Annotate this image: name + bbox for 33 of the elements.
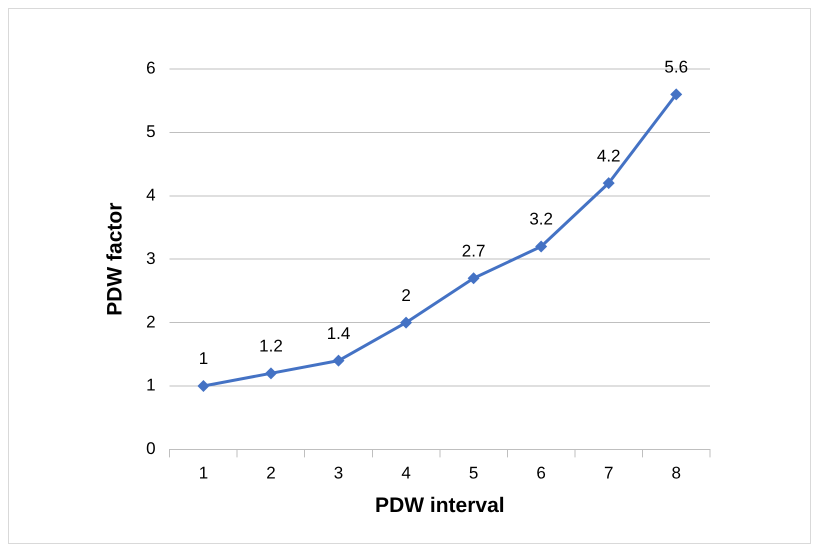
y-tick-label: 0 xyxy=(146,439,156,458)
x-tick-label: 7 xyxy=(604,463,614,482)
x-tick-label: 3 xyxy=(334,463,344,482)
data-label: 1 xyxy=(198,349,208,368)
x-axis-title: PDW interval xyxy=(375,494,505,518)
point xyxy=(602,177,615,190)
y-tick-label: 5 xyxy=(146,122,156,142)
point xyxy=(197,380,210,392)
point xyxy=(670,88,682,100)
y-tick-label: 1 xyxy=(146,376,156,395)
point xyxy=(264,367,277,380)
data-label: 2 xyxy=(401,286,411,305)
y-tick-label: 2 xyxy=(146,312,156,332)
x-tick-label: 6 xyxy=(536,463,546,482)
data-label: 3.2 xyxy=(529,210,553,229)
data-label: 2.7 xyxy=(462,241,486,260)
point xyxy=(535,240,548,253)
x-tick-label: 1 xyxy=(198,463,208,482)
data-label: 1.2 xyxy=(259,336,283,356)
y-tick-label: 3 xyxy=(146,248,156,268)
data-label: 1.4 xyxy=(326,324,350,343)
x-tick-label: 2 xyxy=(266,463,276,482)
point xyxy=(400,316,412,329)
y-tick-label: 4 xyxy=(146,185,156,204)
x-tick-label: 5 xyxy=(468,463,478,482)
point xyxy=(332,354,345,367)
x-tick-label: 8 xyxy=(671,463,681,482)
y-axis-title: PDW factor xyxy=(103,202,126,316)
data-label: 5.6 xyxy=(664,58,688,77)
point xyxy=(468,272,480,284)
data-label: 4.2 xyxy=(596,146,621,166)
x-tick-label: 4 xyxy=(401,463,411,482)
y-tick-label: 6 xyxy=(146,58,156,78)
